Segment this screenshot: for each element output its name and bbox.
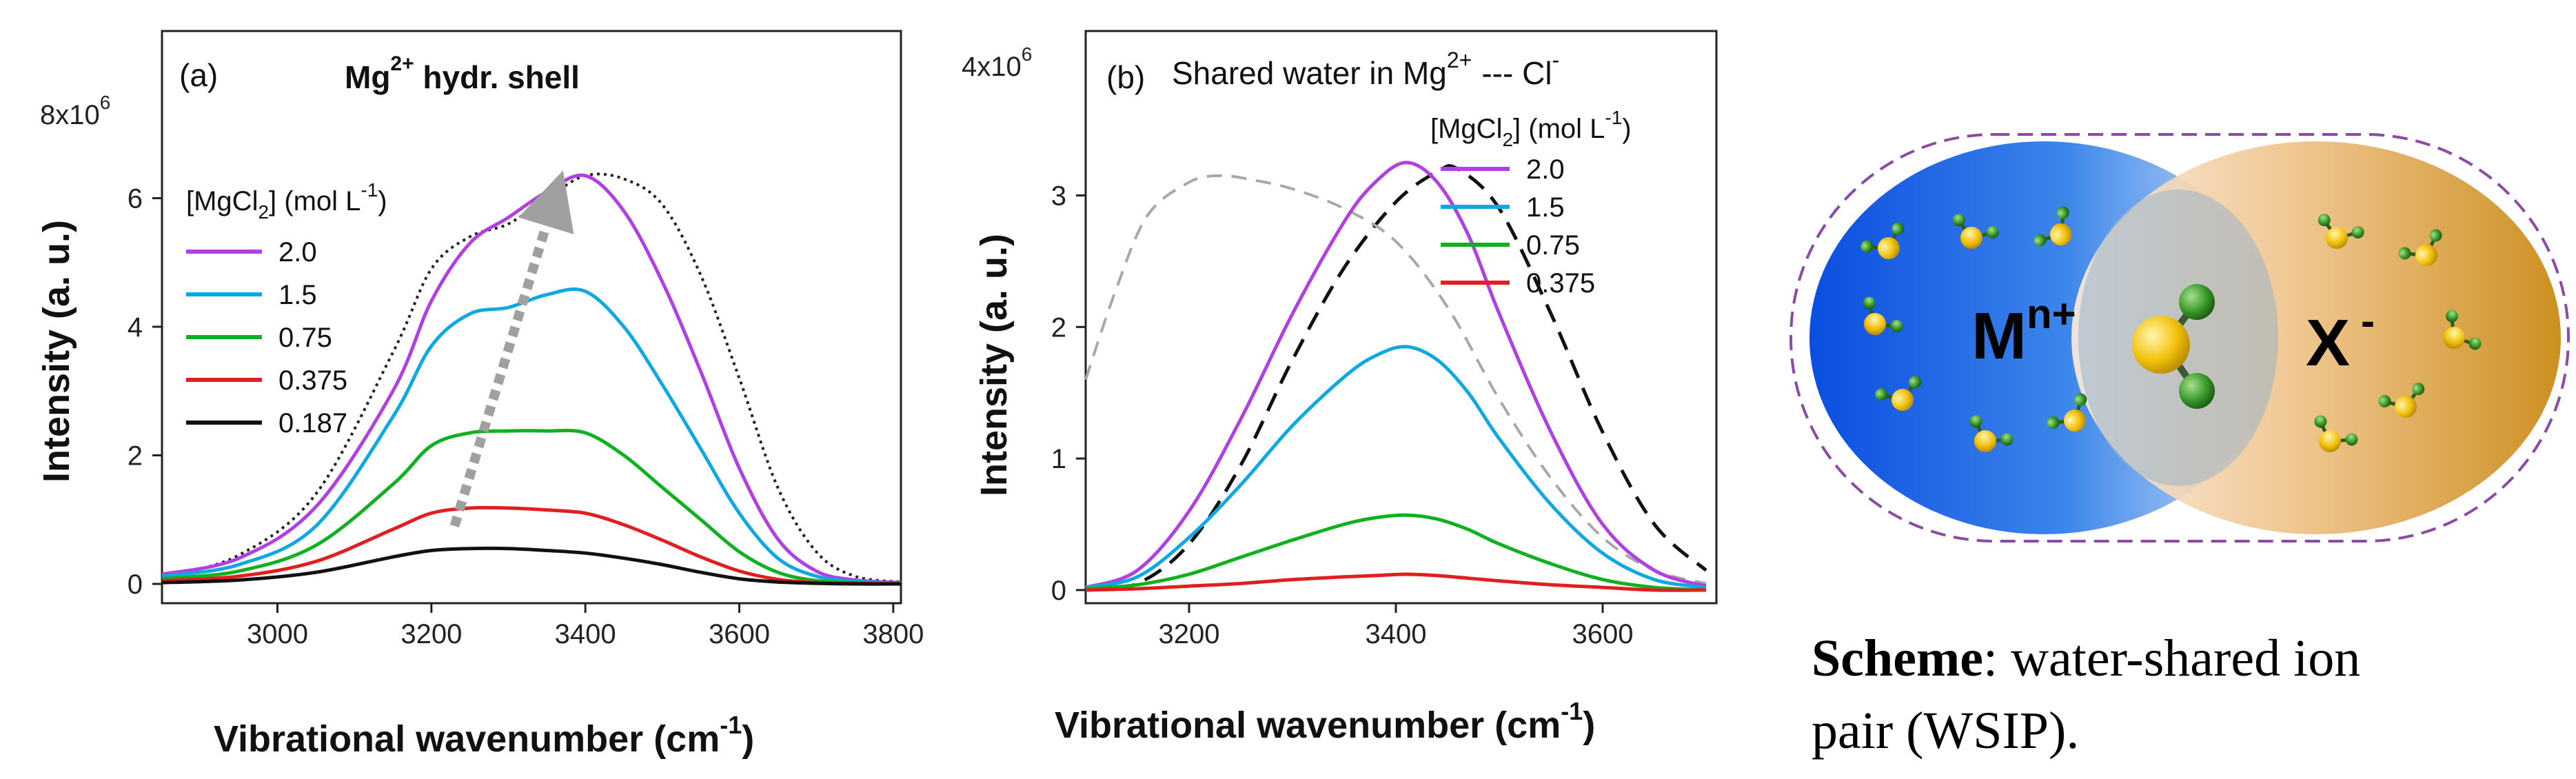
panel-a-series-2_0 (161, 173, 902, 585)
scheme-dashed-border (1789, 133, 2570, 543)
hydration-water (2034, 206, 2072, 247)
panel-a-series-0_375 (161, 505, 902, 586)
panel-a-legend-label: 0.75 (278, 323, 332, 353)
anion-label: X- (2306, 298, 2375, 380)
panel-a-x-tick-label: 3200 (400, 619, 462, 649)
panel-b-x-tick-label: 3400 (1366, 619, 1427, 649)
panel-b-y-tick-label: 3 (1051, 181, 1066, 212)
panel-b-series-2_0 (1085, 161, 1707, 589)
panel-b-y-tick-label: 0 (1051, 576, 1066, 606)
panel-a-legend-label: 2.0 (278, 237, 317, 267)
panel-b: 3200 3400 3600 0 1 2 3 (b) Shared water in Mg2… (962, 30, 1718, 746)
panel-a-trend-arrow (449, 170, 574, 528)
cation-label: Mn+ (1971, 291, 2076, 373)
hydration-water (1969, 415, 2014, 452)
panel-b-plot-frame (1084, 30, 1718, 605)
hydration-water-molecules (1860, 206, 2482, 452)
panel-a-y-tick-label: 2 (128, 441, 143, 472)
panel-b-legend-label: 0.75 (1526, 230, 1580, 261)
scheme-caption-line1: Scheme: water-shared ion (1812, 629, 2360, 687)
scheme-caption-line2: pair (WSIP). (1812, 702, 2079, 760)
panel-b-title: Shared water in Mg2+ --- Cl- (1172, 48, 1559, 91)
panel-a-x-tick-label: 3600 (709, 619, 770, 649)
panel-b-y-axis-title: Intensity (a. u.) (973, 234, 1015, 496)
panel-a-series-1_5 (161, 287, 902, 585)
panel-b-legend-label: 2.0 (1526, 154, 1565, 185)
panel-b-y-tick-label: 2 (1051, 312, 1066, 343)
hydration-water (1875, 376, 1922, 411)
panel-b-x-axis-title: Vibrational wavenumber (cm-1) (1055, 697, 1595, 746)
panel-b-series-0_75 (1085, 513, 1707, 592)
panel-a-x-tick-label: 3000 (247, 619, 308, 649)
hydration-water (2443, 310, 2482, 350)
panel-a-series-0_187 (161, 546, 902, 586)
hydration-water (1863, 296, 1903, 335)
hydration-water (2398, 229, 2442, 266)
panel-b-legend-title: [MgCl2] (mol L-1) (1430, 107, 1632, 150)
panel-b-x-tick-label: 3200 (1159, 619, 1220, 649)
panel-b-x-tick-label: 3600 (1572, 619, 1634, 649)
panel-b-legend-label: 1.5 (1526, 192, 1565, 223)
hydration-water (2314, 415, 2358, 452)
panel-b-series-0_375 (1085, 572, 1707, 592)
panel-a-y-tick-label: 6 (128, 183, 143, 214)
panel-b-y-tick-label: 1 (1051, 444, 1066, 474)
panel-b-legend-label: 0.375 (1526, 268, 1595, 299)
panel-a-label: (a) (179, 57, 218, 93)
panel-a-legend: 2.0 1.5 0.75 0.375 0.187 (186, 237, 347, 438)
panel-a-legend-label: 0.375 (278, 365, 347, 396)
panel-b-legend: 2.0 1.5 0.75 0.375 (1441, 154, 1595, 299)
panel-b-y-multiplier: 4x106 (962, 43, 1032, 82)
panel-a-plot-frame (161, 30, 902, 605)
panel-a-legend-title: [MgCl2] (mol L-1) (186, 179, 387, 223)
wsip-scheme: Mn+ X- Scheme: water-shared ion pair (WS… (1789, 133, 2570, 760)
panel-a-y-tick-label: 4 (128, 312, 143, 343)
panel-a-title: Mg2+ hydr. shell (345, 52, 580, 95)
panel-a-y-axis-title: Intensity (a. u.) (36, 220, 77, 483)
hydration-water (2318, 214, 2364, 249)
panel-b-series-1_5 (1085, 345, 1707, 589)
hydration-water (1952, 214, 1999, 249)
panel-a-x-tick-label: 3800 (862, 619, 924, 649)
panel-a-legend-label: 1.5 (278, 280, 317, 310)
shared-water-molecule (2132, 284, 2215, 409)
panel-a-series-0_75 (161, 428, 902, 585)
panel-a-legend-label: 0.187 (278, 408, 347, 438)
panel-a: 3000 3200 3400 3600 3800 0 2 4 6 (a) Mg2+ hydr. … (36, 30, 924, 760)
panel-b-series-dashed-gray (1084, 174, 1707, 585)
panel-a-series-dotted (161, 172, 902, 584)
panel-a-y-tick-label: 0 (128, 569, 143, 600)
panel-a-y-multiplier: 8x106 (40, 92, 110, 130)
hydration-water (1860, 222, 1905, 259)
hydration-water (2047, 393, 2087, 432)
panel-a-x-tick-label: 3400 (555, 619, 616, 649)
panel-b-label: (b) (1106, 59, 1145, 95)
panel-a-x-axis-title: Vibrational wavenumber (cm-1) (214, 711, 754, 760)
hydration-water (2378, 383, 2425, 418)
